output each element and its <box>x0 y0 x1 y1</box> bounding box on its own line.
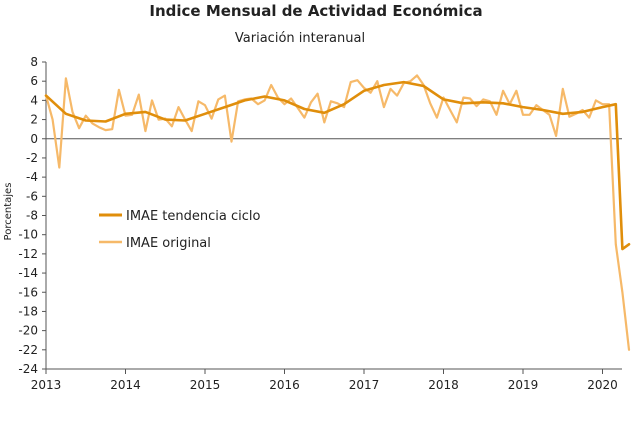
series-line-tendencia-ciclo <box>44 80 631 251</box>
x-tick-label: 2016 <box>269 378 300 392</box>
x-tick-label: 2017 <box>349 378 380 392</box>
y-tick-label: -14 <box>18 266 38 280</box>
x-tick-label: 2014 <box>110 378 141 392</box>
y-tick-label: -20 <box>18 324 38 338</box>
y-tick-label: 6 <box>30 74 38 88</box>
legend-label: IMAE tendencia ciclo <box>126 209 260 224</box>
x-tick-label: 2020 <box>587 378 618 392</box>
y-tick-label: 8 <box>30 55 38 69</box>
x-tick-label: 2018 <box>428 378 459 392</box>
x-tick-label: 2013 <box>31 378 62 392</box>
chart-legend: IMAE tendencia ciclo IMAE original <box>99 209 260 251</box>
y-tick-label: -2 <box>26 151 38 165</box>
y-tick-label: 4 <box>30 93 38 107</box>
series-layer <box>44 74 631 351</box>
y-tick-label: -4 <box>26 170 38 184</box>
y-tick-label: -6 <box>26 189 38 203</box>
y-axis-label: Porcentajes <box>3 183 14 241</box>
y-tick-label: -22 <box>18 343 38 357</box>
y-tick-label: -16 <box>18 285 38 299</box>
series-line-original <box>44 74 631 351</box>
y-tick-label: -12 <box>18 247 38 261</box>
y-tick-label: -8 <box>26 209 38 223</box>
x-tick-label: 2019 <box>508 378 539 392</box>
y-tick-label: -24 <box>18 362 38 376</box>
chart-title: Indice Mensual de Actividad Económica <box>149 2 483 20</box>
y-tick-label: -10 <box>18 228 38 242</box>
y-tick-label: -18 <box>18 304 38 318</box>
y-tick-label: 0 <box>30 132 38 146</box>
y-tick-label: 2 <box>30 113 38 127</box>
x-tick-label: 2015 <box>190 378 221 392</box>
legend-label: IMAE original <box>126 236 211 251</box>
chart-subtitle: Variación interanual <box>234 31 366 46</box>
chart-axes: 8 6 4 2 0 -2 -4 -6 -8 -10 -12 -14 -16 -18 -20 -22 -24 201… <box>3 55 622 392</box>
